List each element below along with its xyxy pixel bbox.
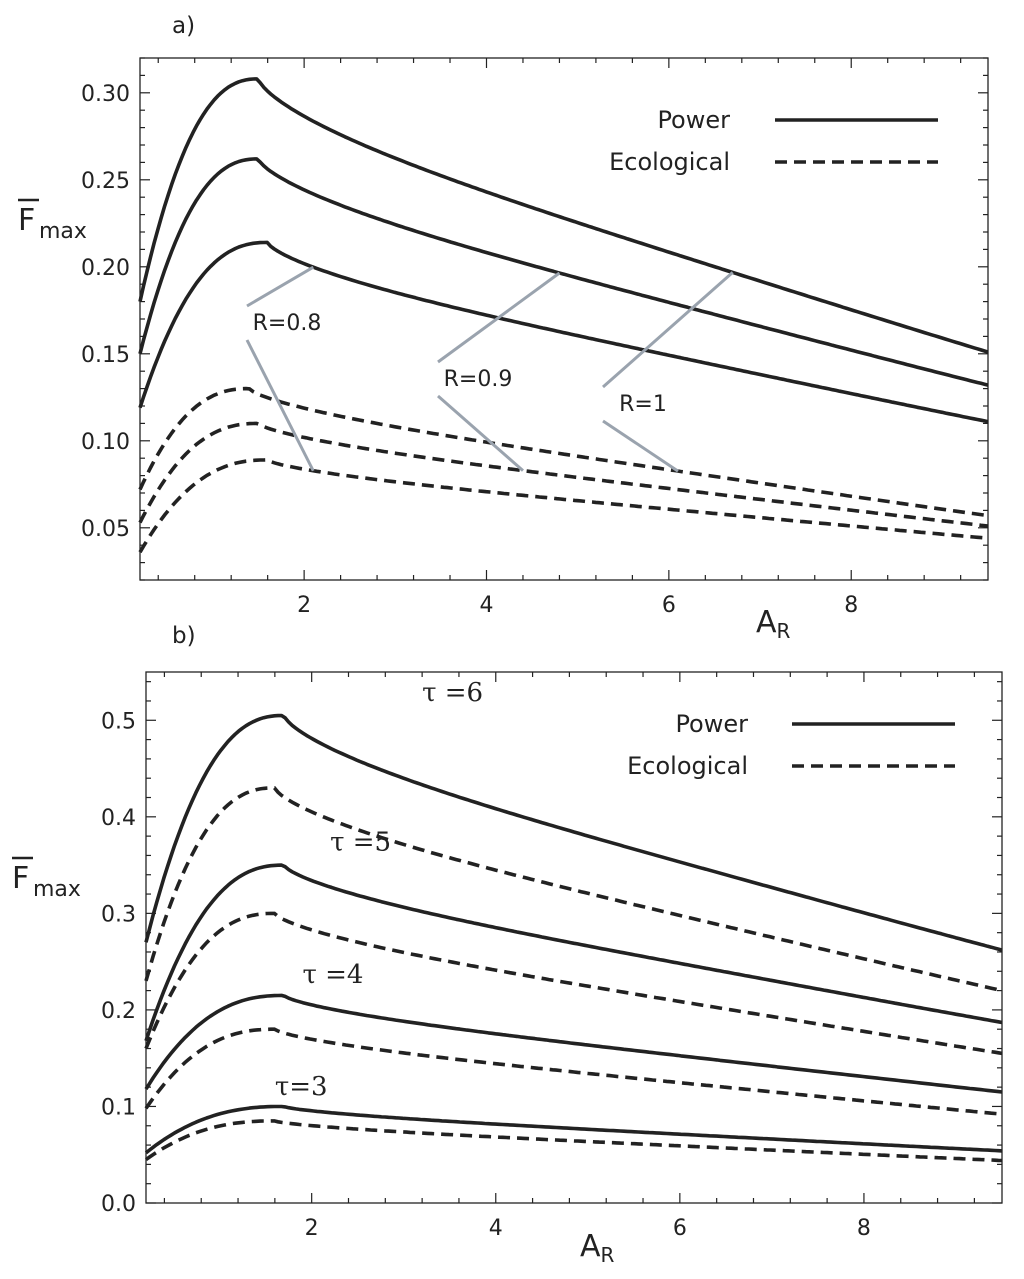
panel-a-y-tick-label: 0.20 (81, 256, 130, 281)
panel-a-y-tick-label: 0.05 (81, 517, 130, 542)
panel-a-annotation-leader-lower (437, 394, 524, 472)
panel-b-series-ecological-tau-6 (144, 786, 1003, 993)
panel-a-annotation-label: R=0.8 (253, 311, 322, 336)
panel-b-x-tick-label: 4 (489, 1216, 503, 1241)
panel-a-series-power-r-1 (138, 77, 989, 354)
panel-a-series-ecological-r-0-9 (138, 421, 989, 528)
panel-b-y-tick-label: 0.3 (101, 902, 136, 927)
panel-a-annotation-label: R=0.9 (444, 367, 513, 392)
panel-b-annotation-tau-6: τ =6 (422, 678, 483, 708)
panel-b-annotation-tau-4: τ =4 (302, 960, 363, 990)
panel-a-annotation-leader-lower (602, 419, 679, 473)
panel-a-annotation-r-0-9: R=0.9 (437, 271, 561, 472)
panel-a-annotation-leader-lower (245, 339, 315, 472)
panel-a-y-tick-label: 0.10 (81, 430, 130, 455)
panel-b-legend-label-power: Power (675, 710, 748, 738)
panel-b-y-axis-symbol: F (12, 861, 29, 896)
panel-b: b) 2 4 6 8 0.0 0.1 0.2 0.3 0.4 0.5 F max AR Power Ecolo… (12, 623, 1003, 1267)
panel-b-x-tick-label: 8 (857, 1216, 871, 1241)
panel-b-series-ecological-tau-5 (144, 911, 1003, 1056)
panel-a-series-power-r-0-9 (138, 157, 989, 387)
panel-a-y-tick-label: 0.30 (81, 82, 130, 107)
panel-a-y-tick-label: 0.25 (81, 169, 130, 194)
panel-a-y-tick-label: 0.15 (81, 343, 130, 368)
panel-a-y-axis-subscript: max (39, 219, 87, 244)
panel-b-legend: Power Ecological (627, 710, 955, 780)
panel-b-series-power-tau-5 (144, 863, 1003, 1042)
panel-a-annotation-leader-upper (437, 271, 561, 364)
panel-a-x-tick-label: 8 (844, 593, 858, 618)
panel-a-legend-label-ecological: Ecological (609, 148, 730, 176)
panel-a-annotation-leader-upper (602, 271, 734, 389)
panel-a-annotation-label: R=1 (619, 392, 667, 417)
panel-b-y-axis-subscript: max (33, 877, 81, 902)
panel-b-series-power-tau-6 (144, 713, 1003, 952)
panel-b-plot-frame (145, 671, 1003, 1204)
panel-a-x-axis-subscript: R (777, 619, 791, 643)
panel-b-y-tick-label: 0.5 (101, 709, 136, 734)
panel-b-annotation-tau-5: τ =5 (330, 828, 391, 858)
panel-b-x-tick-label: 6 (673, 1216, 687, 1241)
panel-b-x-axis-title: AR (580, 1229, 615, 1267)
panel-b-series-ecological-tau-3 (144, 1119, 1003, 1163)
panel-a-series-power-r-0-8 (138, 240, 989, 424)
panel-b-label: b) (172, 623, 196, 649)
panel-b-annotation-tau-3: τ=3 (275, 1072, 328, 1102)
panel-a-x-tick-label: 4 (479, 593, 493, 618)
panel-b-legend-label-ecological: Ecological (627, 752, 748, 780)
panel-b-y-tick-label: 0.1 (101, 1095, 136, 1120)
panel-a-series-ecological-r-0-8 (138, 458, 989, 554)
panel-a-legend-label-power: Power (657, 106, 730, 134)
panel-b-y-tick-label: 0.2 (101, 999, 136, 1024)
panel-a-x-tick-label: 6 (662, 593, 676, 618)
panel-b-series-ecological-tau-4 (144, 1027, 1003, 1116)
panel-b-x-tick-label: 2 (305, 1216, 319, 1241)
panel-a-y-axis-symbol: F (18, 203, 35, 238)
panel-a-x-tick-label: 2 (297, 593, 311, 618)
panel-a-x-axis-title: AR (756, 605, 791, 643)
panel-a-legend: Power Ecological (609, 106, 938, 176)
panel-a-series-ecological-r-1 (138, 386, 989, 518)
panel-b-series-power-tau-4 (144, 993, 1003, 1094)
panel-a-annotation-r-1: R=1 (602, 271, 734, 473)
panel-a-annotation-r-0-8: R=0.8 (245, 265, 322, 472)
panel-b-x-axis-subscript: R (601, 1243, 615, 1267)
panel-a-annotation-leader-upper (246, 265, 315, 308)
panel-b-y-tick-label: 0.0 (101, 1192, 136, 1217)
panel-a-label: a) (172, 13, 195, 39)
panel-a: a) 2 4 6 8 0.05 0.10 0.15 0.20 0.25 0.30 F max AR Powe… (18, 13, 989, 643)
panel-b-y-tick-label: 0.4 (101, 806, 136, 831)
panel-b-series-power-tau-3 (144, 1104, 1003, 1155)
